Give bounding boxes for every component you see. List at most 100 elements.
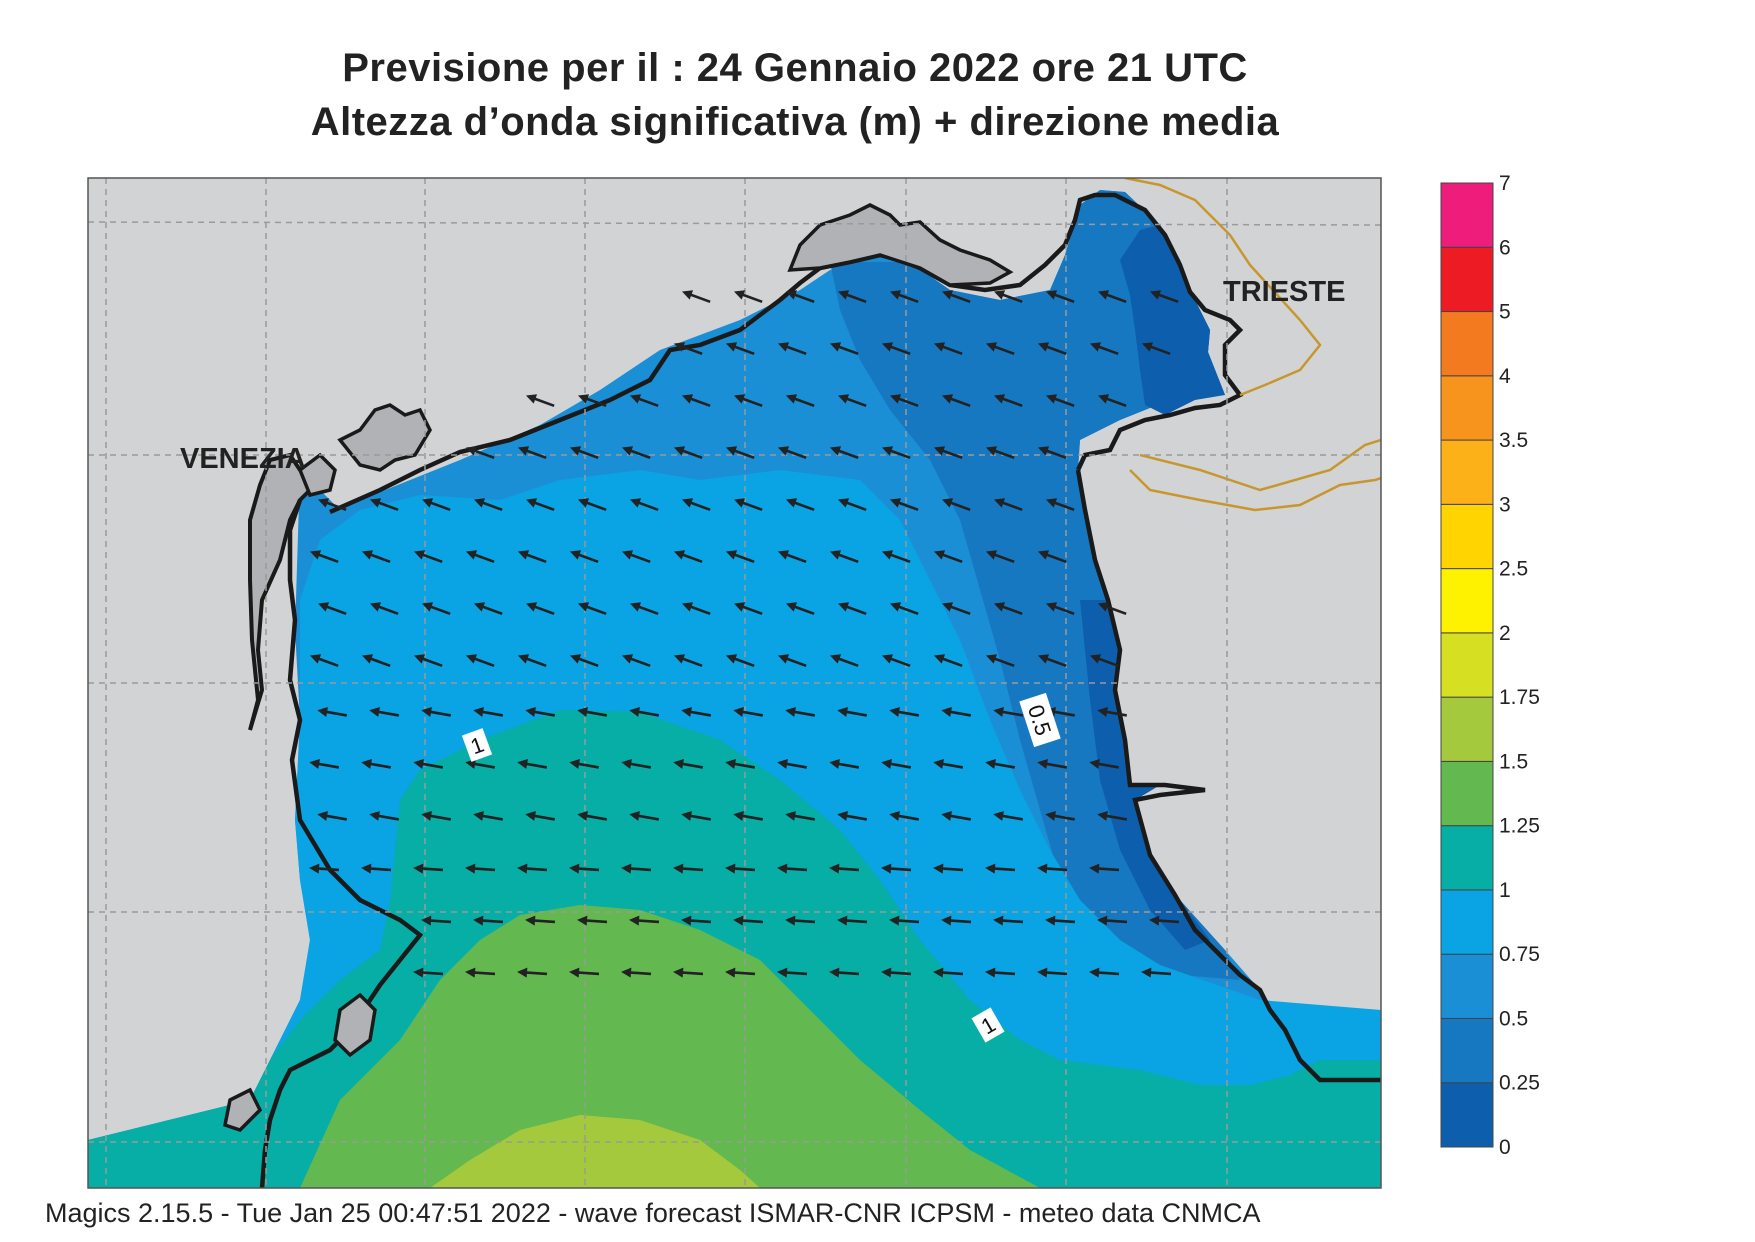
legend-swatch	[1440, 182, 1494, 248]
wave-arrow	[777, 759, 808, 769]
wave-arrow	[421, 602, 451, 616]
wave-arrow	[309, 550, 339, 564]
wave-arrow	[525, 915, 556, 926]
wave-arrow	[421, 498, 451, 512]
legend-swatch	[1440, 375, 1494, 441]
wave-arrow	[881, 759, 912, 769]
wave-arrow	[1045, 915, 1076, 926]
wave-arrow	[985, 967, 1016, 978]
wave-arrow	[673, 967, 704, 978]
wave-arrow	[473, 707, 504, 717]
wave-arrow	[881, 654, 911, 668]
wave-arrow	[525, 707, 556, 717]
wave-arrow	[681, 394, 711, 408]
wave-arrow	[889, 811, 920, 821]
legend-tick-label: 0.5	[1499, 1007, 1528, 1030]
wave-arrow	[837, 498, 867, 512]
wave-arrow	[993, 290, 1023, 304]
wave-arrow	[889, 707, 920, 717]
wave-arrow	[829, 863, 860, 874]
wave-arrow	[933, 759, 964, 769]
wave-arrow	[577, 602, 607, 616]
wave-arrow	[473, 811, 504, 821]
wave-arrow	[993, 707, 1024, 717]
wave-arrow	[985, 446, 1015, 460]
contour-label-1-west: 1	[461, 728, 493, 762]
wave-arrow	[829, 759, 860, 769]
wave-arrow	[569, 863, 600, 874]
wave-arrow	[369, 707, 400, 717]
wave-arrow	[785, 811, 816, 821]
legend-tick-label: 0.25	[1499, 1072, 1540, 1095]
legend-swatch	[1440, 311, 1494, 377]
wave-arrow	[837, 915, 868, 926]
po-delta-land	[222, 992, 377, 1133]
wave-arrow	[725, 446, 755, 460]
wave-arrow	[1149, 290, 1179, 304]
wave-arrow	[829, 654, 859, 668]
wave-arrow	[733, 602, 763, 616]
wave-arrow	[517, 446, 547, 460]
wave-arrow	[1037, 967, 1068, 978]
wave-arrow	[829, 967, 860, 978]
wave-arrow	[733, 915, 764, 926]
coastline-east	[1075, 469, 1381, 1083]
wave-arrow	[309, 654, 339, 668]
wave-arrow	[785, 498, 815, 512]
wave-arrow	[621, 863, 652, 874]
colorbar-legend: 0 0.25 0.5 0.75 1 1.25 1.5 1.75 2 2.5 3 3.5 4 5 6 7	[1440, 172, 1540, 1159]
place-label-trieste: TRIESTE	[1223, 276, 1345, 308]
wave-arrow	[725, 759, 756, 769]
wave-arrow	[517, 654, 547, 668]
wave-arrow	[577, 811, 608, 821]
legend-swatch	[1440, 953, 1494, 1019]
wave-arrow	[777, 446, 807, 460]
wave-arrow	[317, 811, 348, 821]
legend-swatch	[1440, 889, 1494, 955]
wave-arrow	[465, 863, 496, 874]
wave-arrow	[777, 342, 807, 356]
wave-arrow	[369, 602, 399, 616]
legend-tick-label: 1.25	[1499, 815, 1540, 838]
wave-arrow	[517, 759, 548, 769]
legend-tick-label: 5	[1499, 301, 1511, 324]
legend-swatch	[1440, 696, 1494, 762]
wave-arrow	[361, 759, 392, 769]
wave-arrow	[837, 707, 868, 717]
wave-arrow	[517, 863, 548, 874]
wave-arrow	[941, 707, 972, 717]
wave-arrow	[413, 863, 444, 874]
legend-tick-label: 3	[1499, 493, 1511, 516]
wave-arrow	[1037, 759, 1068, 769]
wave-arrow	[1097, 602, 1127, 616]
wave-arrow	[629, 811, 660, 821]
legend-tick-label: 0	[1499, 1136, 1511, 1159]
wave-arrow	[621, 654, 651, 668]
wave-arrow	[621, 759, 652, 769]
wave-arrow	[829, 550, 859, 564]
wave-arrow	[777, 863, 808, 874]
wave-arrow	[569, 967, 600, 978]
wave-arrow	[465, 446, 495, 460]
wave-arrow	[673, 759, 704, 769]
wave-arrow	[785, 602, 815, 616]
wave-arrow	[525, 811, 556, 821]
wave-arrow	[577, 707, 608, 717]
wave-arrow	[785, 290, 815, 304]
wave-arrow	[933, 342, 963, 356]
wave-arrow	[889, 915, 920, 926]
wave-arrow	[413, 654, 443, 668]
wave-arrow	[569, 446, 599, 460]
wave-arrow	[369, 498, 399, 512]
wave-arrow	[725, 654, 755, 668]
wave-arrow	[465, 759, 496, 769]
legend-swatch	[1440, 1017, 1494, 1084]
wave-arrow	[621, 967, 652, 978]
footer-credits: Magics 2.15.5 - Tue Jan 25 00:47:51 2022…	[45, 1198, 1261, 1228]
wave-arrow	[837, 602, 867, 616]
wave-arrow	[889, 602, 919, 616]
wave-arrow	[881, 967, 912, 978]
wave-arrow	[933, 550, 963, 564]
wave-arrow	[1097, 290, 1127, 304]
wave-arrow	[361, 863, 392, 874]
